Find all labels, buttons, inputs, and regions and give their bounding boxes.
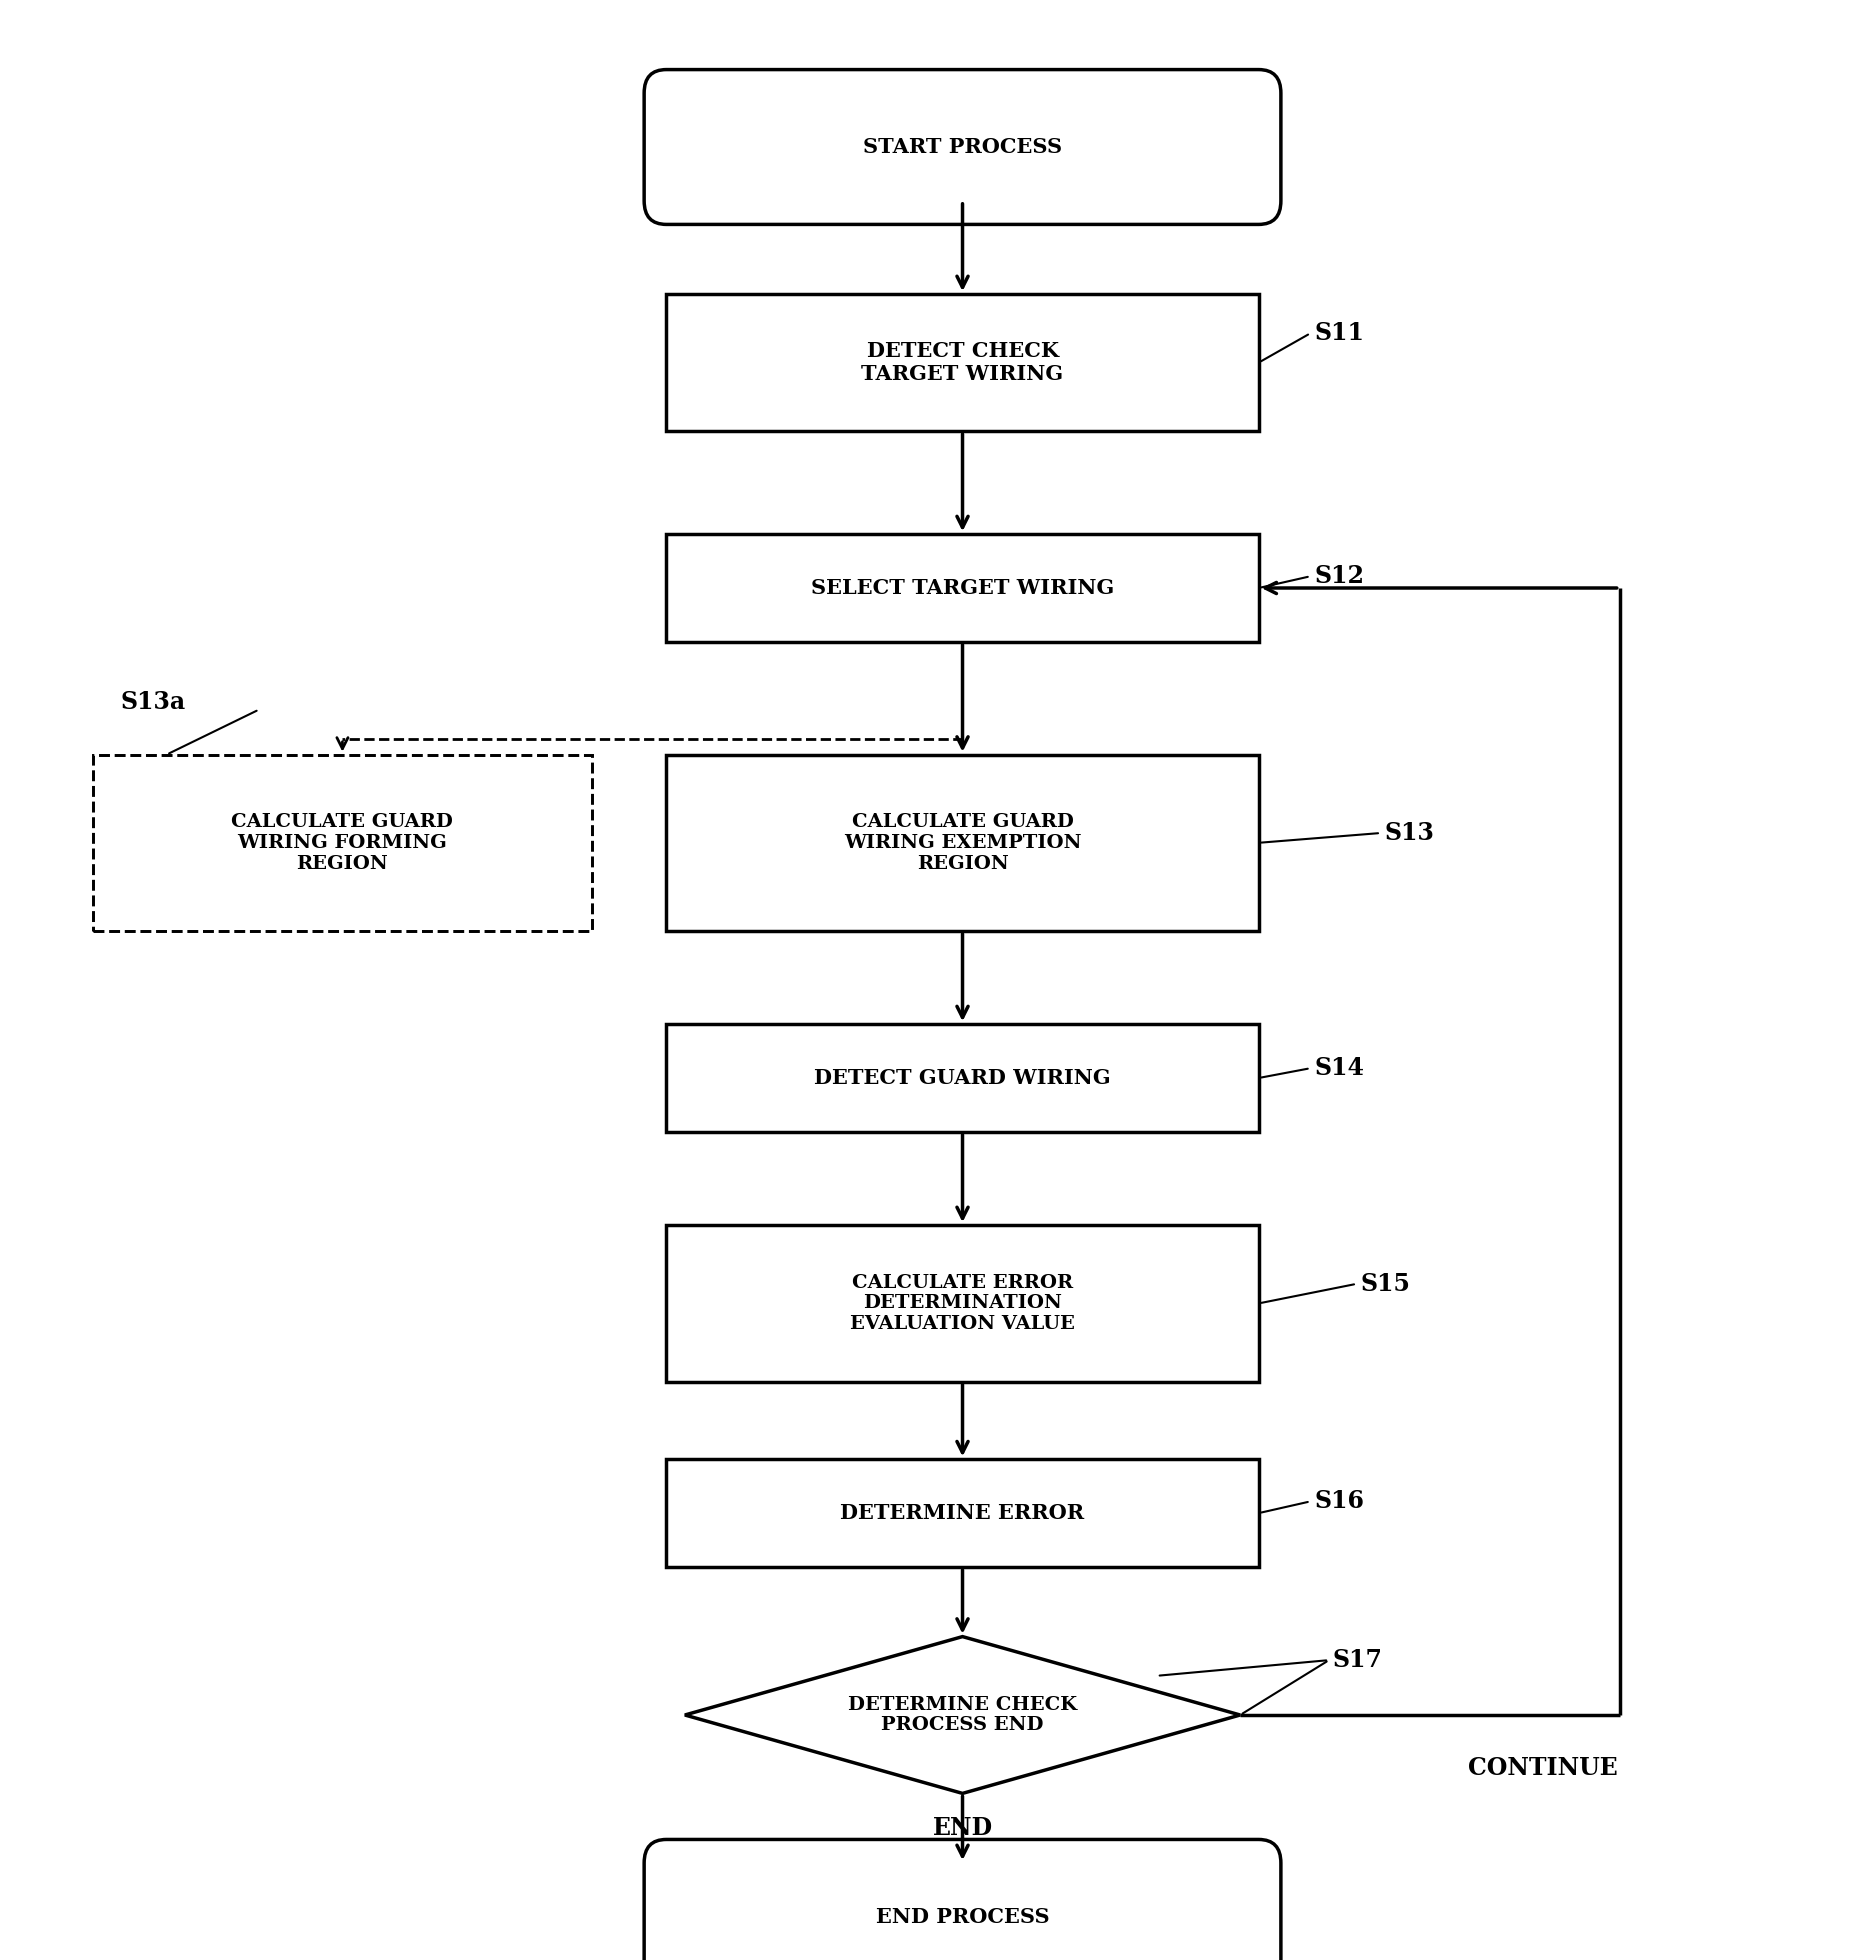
Text: S17: S17 (1333, 1648, 1383, 1672)
Text: START PROCESS: START PROCESS (863, 137, 1062, 157)
Text: S13a: S13a (120, 690, 185, 713)
FancyBboxPatch shape (644, 69, 1281, 223)
Bar (93, 755, 592, 931)
Text: CALCULATE GUARD
WIRING FORMING
REGION: CALCULATE GUARD WIRING FORMING REGION (231, 813, 453, 872)
Polygon shape (685, 1637, 1240, 1793)
Text: S14: S14 (1314, 1056, 1364, 1080)
Bar (666, 1225, 1259, 1382)
Text: END PROCESS: END PROCESS (876, 1907, 1050, 1927)
Bar (666, 533, 1259, 643)
Bar (666, 1458, 1259, 1568)
Text: S11: S11 (1314, 321, 1364, 345)
Text: DETERMINE ERROR: DETERMINE ERROR (840, 1503, 1085, 1523)
Bar (666, 1025, 1259, 1133)
Text: S12: S12 (1314, 564, 1364, 588)
Text: CALCULATE GUARD
WIRING EXEMPTION
REGION: CALCULATE GUARD WIRING EXEMPTION REGION (844, 813, 1081, 872)
Text: DETECT GUARD WIRING: DETECT GUARD WIRING (814, 1068, 1111, 1088)
Text: DETERMINE CHECK
PROCESS END: DETERMINE CHECK PROCESS END (848, 1695, 1077, 1735)
Bar (666, 294, 1259, 431)
Text: DETECT CHECK
TARGET WIRING: DETECT CHECK TARGET WIRING (861, 341, 1064, 384)
Text: S15: S15 (1360, 1272, 1410, 1296)
FancyBboxPatch shape (644, 1838, 1281, 1960)
Text: SELECT TARGET WIRING: SELECT TARGET WIRING (811, 578, 1114, 598)
Text: S13: S13 (1385, 821, 1435, 845)
Text: END: END (933, 1817, 992, 1840)
Text: CALCULATE ERROR
DETERMINATION
EVALUATION VALUE: CALCULATE ERROR DETERMINATION EVALUATION… (850, 1274, 1075, 1333)
Text: S16: S16 (1314, 1490, 1364, 1513)
Bar (666, 755, 1259, 931)
Text: CONTINUE: CONTINUE (1468, 1756, 1618, 1780)
